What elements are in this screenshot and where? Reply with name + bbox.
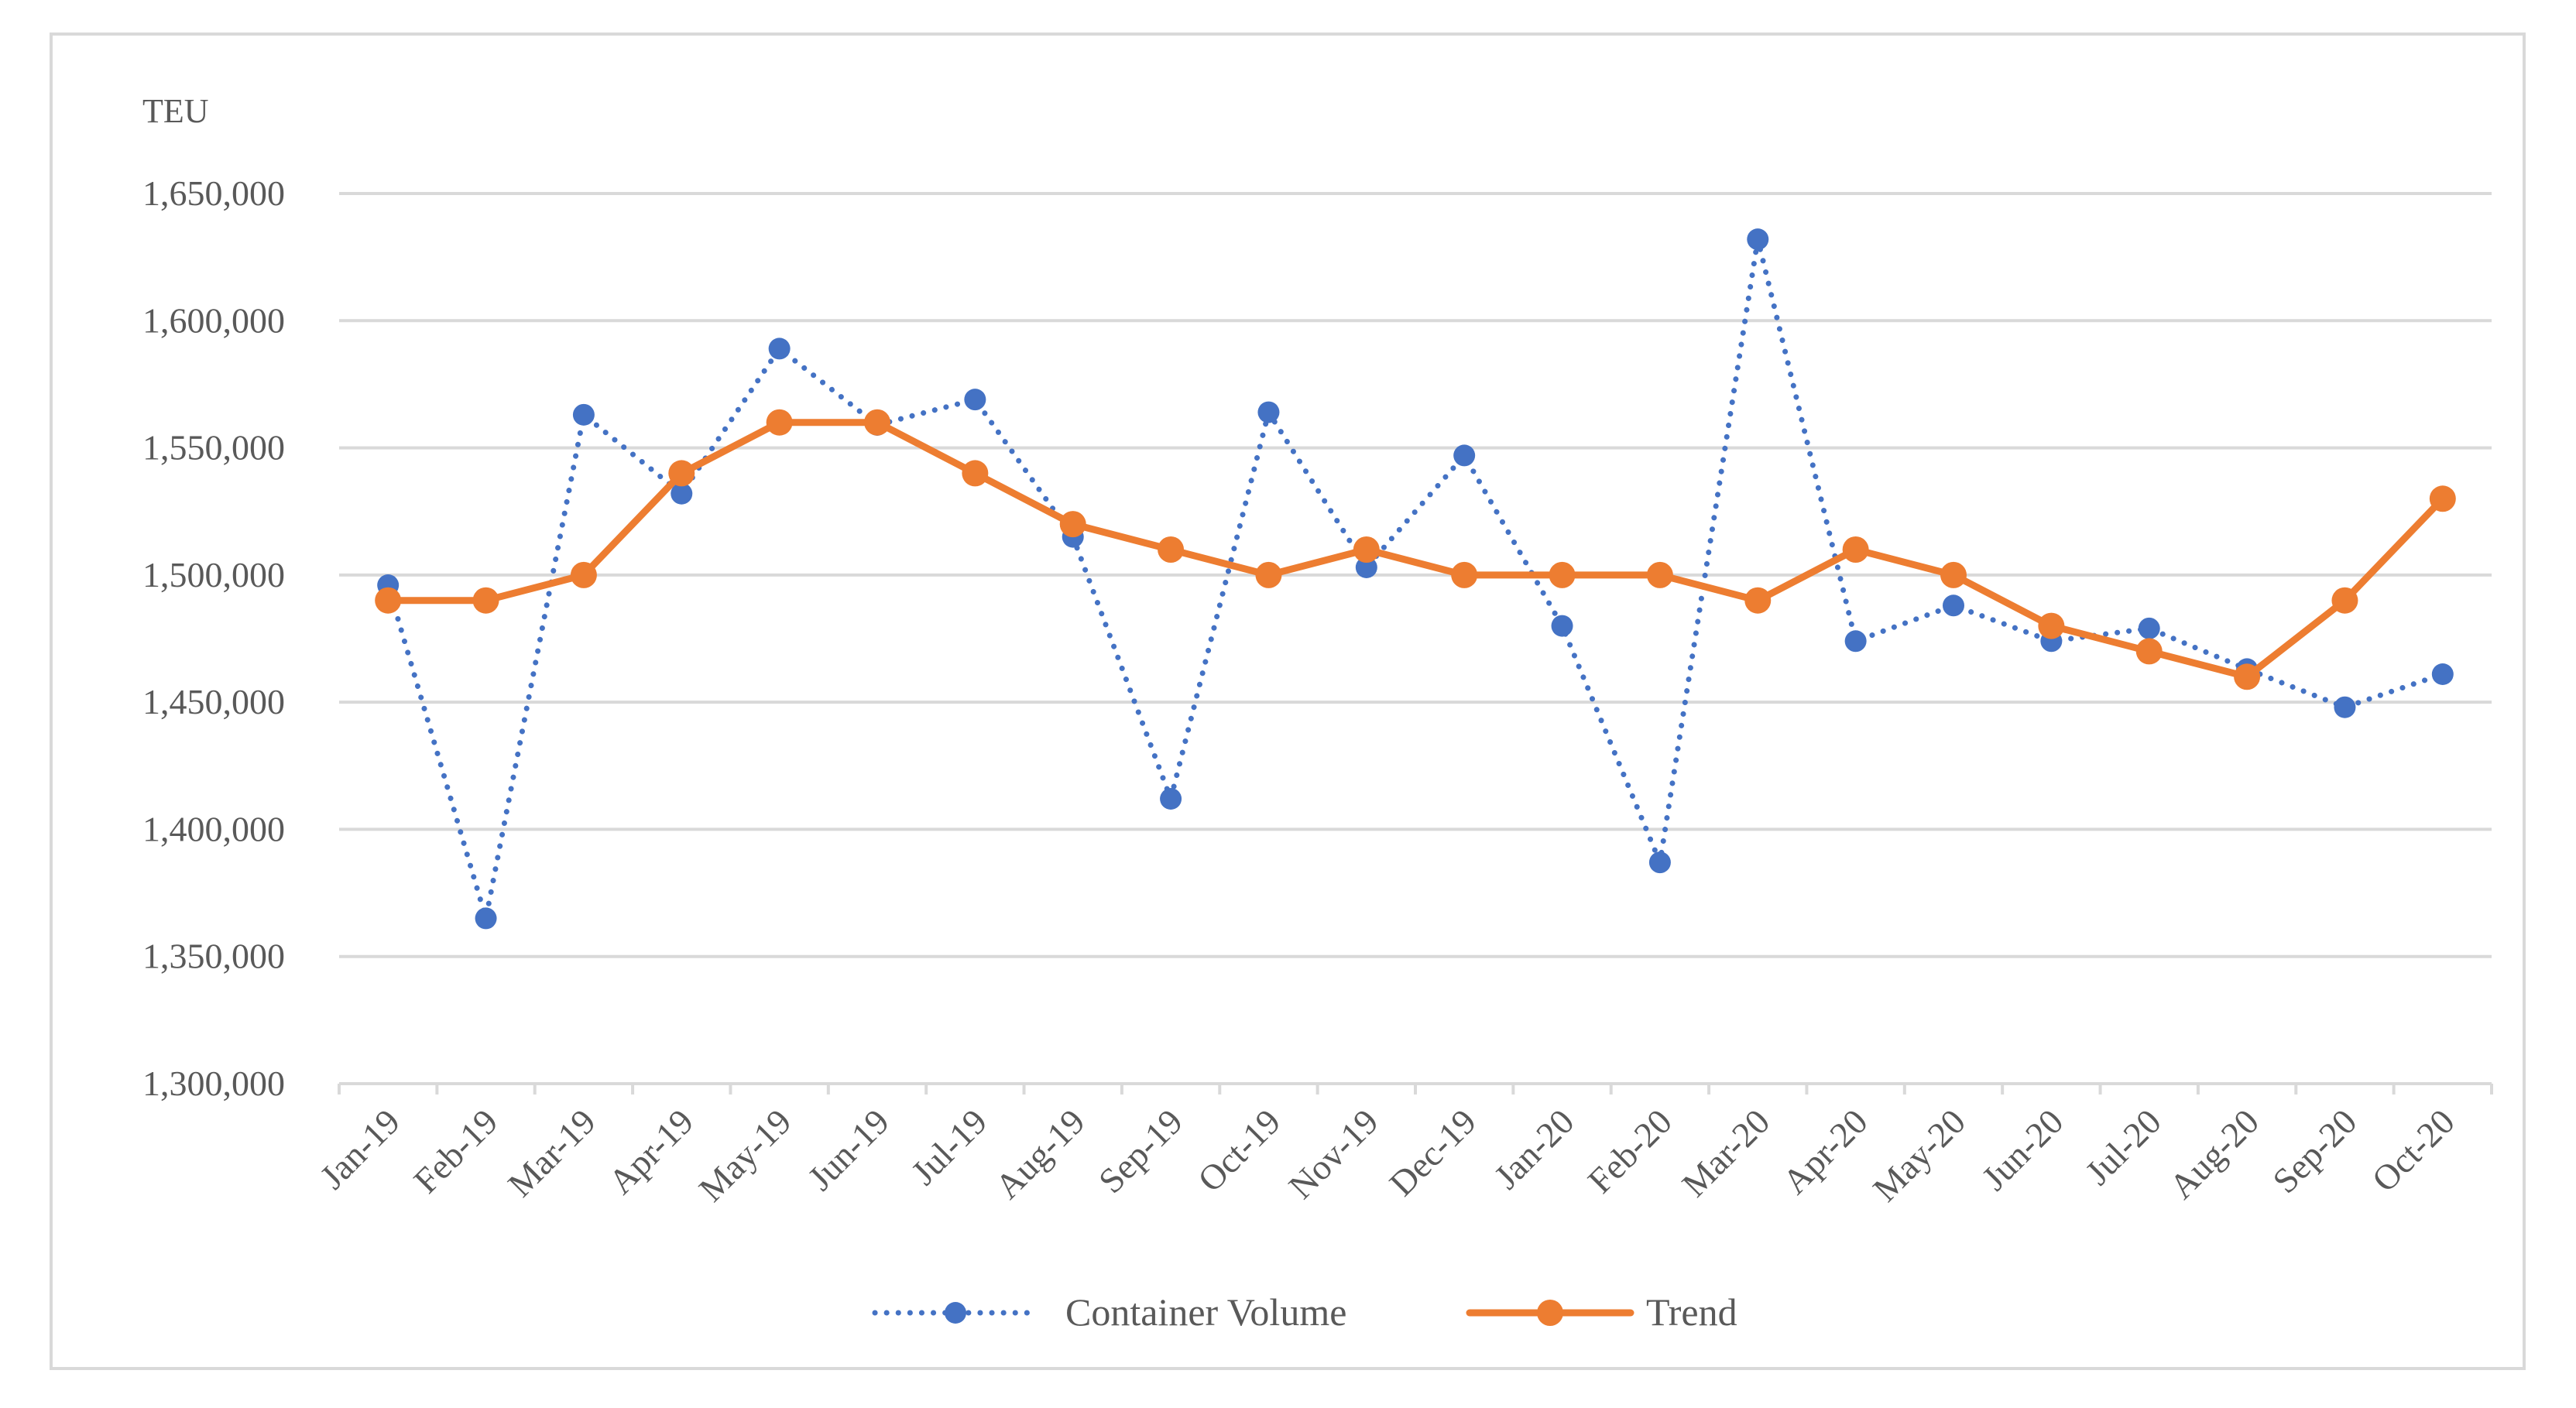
chart-frame: 1,300,000 1,350,000 1,400,000 1,450,000 1,50… bbox=[50, 33, 2526, 1370]
x-tick-label: Jan-20 bbox=[1487, 1101, 1582, 1197]
data-point-trend bbox=[668, 460, 695, 487]
data-point-trend bbox=[1059, 511, 1086, 538]
legend-item-trend: Trend bbox=[1466, 1290, 1737, 1334]
data-point-trend bbox=[1549, 561, 1576, 588]
data-point-container-volume bbox=[1257, 401, 1280, 423]
data-point-trend bbox=[2234, 663, 2261, 690]
series-layer bbox=[375, 228, 2456, 930]
data-point-trend bbox=[1842, 536, 1869, 563]
x-tick-label: Jul-20 bbox=[2077, 1101, 2168, 1192]
legend-swatch-marker bbox=[1537, 1300, 1563, 1326]
data-point-container-volume bbox=[572, 403, 595, 426]
x-tick-label: Jan-19 bbox=[312, 1101, 407, 1197]
data-point-trend bbox=[766, 409, 793, 436]
data-point-trend bbox=[962, 460, 989, 487]
data-point-trend bbox=[2135, 638, 2163, 665]
data-point-container-volume bbox=[671, 482, 693, 505]
x-tick-label: Aug-19 bbox=[987, 1101, 1092, 1206]
legend-label: Container Volume bbox=[1065, 1290, 1346, 1334]
y-tick-label: 1,350,000 bbox=[142, 937, 285, 976]
data-point-container-volume bbox=[964, 389, 986, 411]
x-tick-label: Feb-19 bbox=[406, 1101, 505, 1201]
axis-layer: 1,300,000 1,350,000 1,400,000 1,450,000 1,50… bbox=[142, 92, 2462, 1209]
y-tick-label: 1,600,000 bbox=[142, 300, 285, 340]
x-tick-label: Nov-19 bbox=[1281, 1101, 1385, 1206]
data-point-trend bbox=[864, 409, 890, 436]
data-point-trend bbox=[1255, 561, 1282, 588]
data-point-trend bbox=[2038, 612, 2065, 639]
data-point-trend bbox=[1646, 561, 1673, 588]
data-point-trend bbox=[1940, 561, 1967, 588]
y-tick-label: 1,400,000 bbox=[142, 809, 285, 848]
data-point-container-volume bbox=[1453, 444, 1476, 467]
data-point-trend bbox=[375, 587, 402, 614]
legend-item-container-volume: Container Volume bbox=[872, 1290, 1346, 1334]
data-point-trend bbox=[1451, 561, 1478, 588]
y-tick-label: 1,650,000 bbox=[142, 173, 285, 213]
x-tick-label: May-20 bbox=[1865, 1101, 1973, 1209]
data-point-trend bbox=[1353, 536, 1380, 563]
x-tick-label: Jun-20 bbox=[1974, 1101, 2071, 1198]
data-point-trend bbox=[2331, 587, 2358, 614]
x-tick-label: Sep-20 bbox=[2265, 1101, 2364, 1201]
x-tick-label: May-19 bbox=[691, 1101, 799, 1209]
data-point-container-volume bbox=[768, 337, 791, 360]
data-point-container-volume bbox=[1648, 851, 1671, 874]
data-point-container-volume bbox=[1551, 615, 1573, 637]
x-tick-label: Sep-19 bbox=[1091, 1101, 1190, 1201]
x-tick-label: Oct-19 bbox=[1190, 1101, 1288, 1199]
legend-swatch-marker bbox=[945, 1302, 966, 1324]
data-point-container-volume bbox=[475, 907, 497, 930]
grid-layer bbox=[338, 192, 2493, 1095]
x-tick-label: Aug-20 bbox=[2162, 1101, 2266, 1206]
x-tick-label: Apr-20 bbox=[1775, 1101, 1875, 1201]
legend-label: Trend bbox=[1646, 1290, 1737, 1334]
data-point-trend bbox=[1158, 536, 1185, 563]
x-tick-label: Apr-19 bbox=[601, 1101, 701, 1201]
x-tick-label: Feb-20 bbox=[1580, 1101, 1679, 1201]
x-tick-label: Jun-19 bbox=[800, 1101, 897, 1198]
data-point-container-volume bbox=[1355, 557, 1377, 578]
y-tick-label: 1,300,000 bbox=[142, 1064, 285, 1103]
y-tick-label: 1,500,000 bbox=[142, 555, 285, 594]
data-point-trend bbox=[1744, 587, 1772, 614]
data-point-trend bbox=[2429, 485, 2456, 512]
data-point-container-volume bbox=[1160, 788, 1182, 810]
x-tick-label: Jul-19 bbox=[904, 1101, 994, 1192]
x-tick-label: Mar-19 bbox=[500, 1101, 603, 1204]
data-point-container-volume bbox=[2431, 663, 2454, 685]
series-line-trend bbox=[384, 419, 2447, 680]
data-point-trend bbox=[472, 587, 499, 614]
data-point-container-volume bbox=[1943, 594, 1964, 617]
data-point-container-volume bbox=[2138, 617, 2160, 639]
x-tick-label: Oct-20 bbox=[2364, 1101, 2461, 1199]
y-axis-title: TEU bbox=[142, 92, 209, 130]
data-point-container-volume bbox=[1844, 630, 1867, 653]
chart-canvas: 1,300,000 1,350,000 1,400,000 1,450,000 1,50… bbox=[142, 92, 2493, 1334]
y-tick-label: 1,550,000 bbox=[142, 428, 285, 468]
data-point-container-volume bbox=[2334, 696, 2356, 718]
data-point-container-volume bbox=[1747, 228, 1769, 251]
series-line-container-volume bbox=[385, 236, 2446, 921]
data-point-trend bbox=[570, 561, 597, 588]
x-tick-label: Dec-19 bbox=[1381, 1101, 1484, 1204]
x-tick-label: Mar-20 bbox=[1674, 1101, 1777, 1204]
legend: Container Volume Trend bbox=[872, 1290, 1737, 1334]
y-tick-label: 1,450,000 bbox=[142, 682, 285, 721]
